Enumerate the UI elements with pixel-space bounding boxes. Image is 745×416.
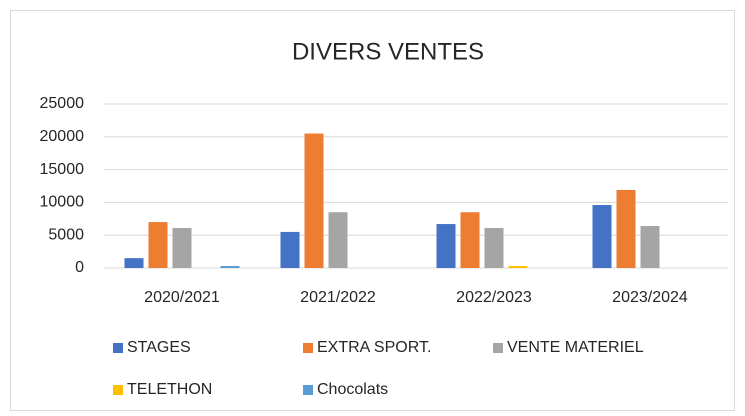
legend-label: EXTRA SPORT. [317,339,431,356]
chart-frame [10,10,735,411]
x-tick-label: 2020/2021 [144,289,220,306]
bar [616,189,636,268]
y-tick-label: 20000 [40,128,85,145]
legend-label: TELETHON [127,381,212,398]
x-tick-label: 2023/2024 [612,289,688,306]
bar [148,222,168,268]
legend-swatch [303,385,313,395]
bar [460,212,480,268]
legend-swatch [113,385,123,395]
y-tick-label: 25000 [40,95,85,112]
chart-title: DIVERS VENTES [292,38,484,65]
legend-swatch [113,343,123,353]
bar [328,212,348,268]
bar [508,266,528,268]
y-tick-label: 15000 [40,161,85,178]
bar [436,224,456,268]
y-tick-label: 5000 [48,226,84,243]
legend-swatch [303,343,313,353]
legend-label: Chocolats [317,381,388,398]
x-tick-label: 2021/2022 [300,289,376,306]
bar [640,226,660,268]
bar [304,133,324,268]
bar [280,231,300,268]
x-tick-label: 2022/2023 [456,289,532,306]
legend-swatch [493,343,503,353]
bar [592,205,612,268]
y-tick-label: 0 [75,259,84,276]
bar [220,266,240,268]
legend-label: STAGES [127,339,191,356]
bar [172,227,192,268]
bar [484,227,504,268]
bar [124,258,144,268]
legend-label: VENTE MATERIEL [507,339,644,356]
y-tick-label: 10000 [40,194,85,211]
